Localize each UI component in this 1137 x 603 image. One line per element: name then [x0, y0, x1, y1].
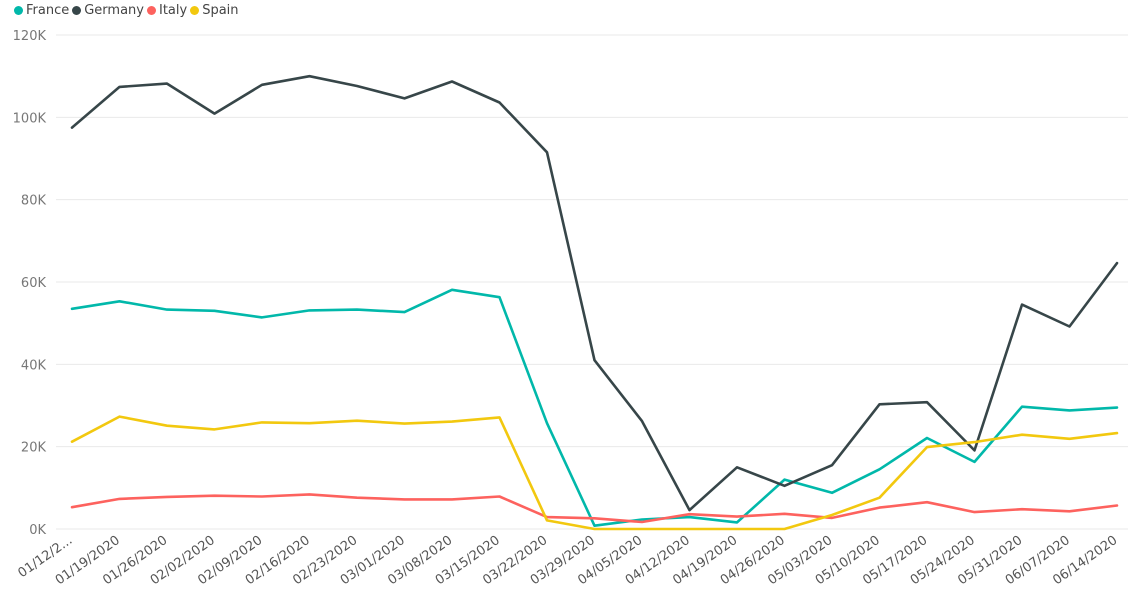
legend-label: France [26, 3, 70, 18]
legend-item-spain[interactable]: Spain [190, 3, 239, 18]
legend-label: Spain [202, 3, 239, 18]
gridlines [56, 34, 1128, 530]
y-tick-label: 60K [21, 276, 47, 291]
y-axis: 0K 20K 40K 60K 80K 100K 120K [13, 29, 47, 538]
x-axis: 01/12/2...01/19/202001/26/202002/02/2020… [15, 533, 1120, 588]
legend-item-italy[interactable]: Italy [147, 3, 187, 18]
legend-label: Italy [159, 3, 188, 18]
legend-marker [72, 6, 82, 15]
legend-label: Germany [84, 3, 144, 18]
series-lines [70, 74, 1119, 531]
y-tick-label: 40K [21, 358, 47, 373]
y-tick-label: 80K [21, 194, 47, 209]
legend-item-france[interactable]: France [14, 3, 69, 18]
series-line-france[interactable] [70, 288, 1119, 528]
y-tick-label: 20K [21, 441, 47, 456]
legend-item-germany[interactable]: Germany [72, 3, 144, 18]
legend-marker [14, 6, 23, 15]
y-tick-label: 100K [13, 111, 47, 126]
chart-legend: France Germany Italy Spain [14, 3, 242, 18]
series-line-spain[interactable] [70, 415, 1119, 531]
legend-marker [190, 6, 200, 15]
series-line-germany[interactable] [70, 74, 1119, 512]
y-tick-label: 120K [13, 29, 47, 44]
legend-marker [147, 6, 156, 15]
series-line-italy[interactable] [70, 493, 1119, 524]
y-tick-label: 0K [29, 523, 46, 538]
